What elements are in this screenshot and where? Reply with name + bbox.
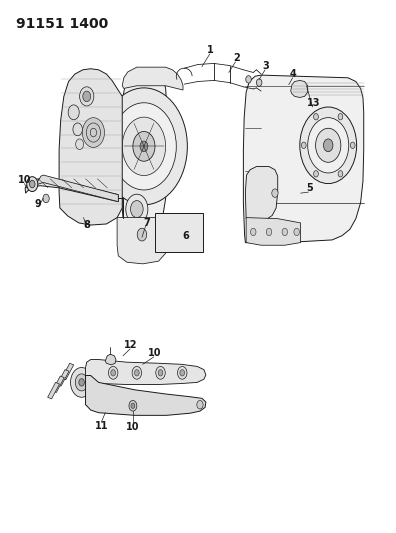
Polygon shape (57, 369, 69, 386)
Circle shape (197, 400, 203, 409)
Text: 10: 10 (126, 422, 140, 432)
FancyBboxPatch shape (155, 213, 203, 252)
Circle shape (83, 91, 91, 102)
Text: 4: 4 (290, 69, 297, 78)
Circle shape (68, 105, 79, 120)
Circle shape (338, 114, 343, 120)
Circle shape (256, 79, 262, 86)
Circle shape (294, 228, 299, 236)
Text: 12: 12 (124, 340, 138, 350)
Circle shape (27, 176, 38, 191)
Circle shape (43, 194, 49, 203)
Circle shape (133, 132, 155, 161)
Polygon shape (34, 175, 118, 201)
Text: 10: 10 (17, 175, 31, 185)
Text: 8: 8 (83, 220, 90, 230)
Text: 1: 1 (207, 45, 214, 54)
Circle shape (314, 114, 318, 120)
Circle shape (86, 123, 101, 142)
Text: 91151 1400: 91151 1400 (17, 17, 109, 30)
Text: 2: 2 (233, 53, 240, 62)
Circle shape (350, 142, 355, 149)
Text: 6: 6 (183, 231, 190, 241)
Circle shape (101, 88, 187, 205)
Ellipse shape (249, 180, 273, 206)
Text: 7: 7 (143, 218, 150, 228)
Circle shape (132, 367, 142, 379)
Circle shape (73, 123, 82, 136)
Polygon shape (59, 69, 122, 225)
Text: 13: 13 (307, 98, 320, 108)
Circle shape (131, 403, 135, 408)
Circle shape (80, 87, 94, 106)
Circle shape (301, 142, 306, 149)
Circle shape (29, 180, 35, 188)
Polygon shape (86, 360, 206, 384)
Ellipse shape (172, 401, 188, 408)
Polygon shape (122, 71, 166, 223)
Text: 9: 9 (35, 199, 42, 209)
Text: 5: 5 (306, 183, 313, 193)
Polygon shape (246, 217, 301, 245)
Circle shape (109, 367, 118, 379)
Polygon shape (25, 179, 118, 201)
Polygon shape (62, 364, 74, 379)
Polygon shape (246, 166, 278, 221)
Circle shape (140, 141, 148, 152)
Circle shape (282, 228, 287, 236)
Circle shape (266, 228, 272, 236)
Circle shape (90, 128, 97, 137)
Circle shape (131, 200, 143, 217)
Circle shape (156, 367, 165, 379)
Circle shape (300, 107, 357, 183)
Circle shape (338, 171, 343, 177)
Circle shape (158, 369, 163, 376)
Circle shape (129, 400, 137, 411)
Circle shape (122, 117, 166, 175)
Circle shape (111, 369, 116, 376)
Circle shape (79, 378, 84, 386)
Circle shape (177, 367, 187, 379)
Text: 3: 3 (263, 61, 269, 70)
Polygon shape (105, 354, 116, 365)
Circle shape (75, 374, 88, 391)
Polygon shape (244, 75, 364, 243)
Polygon shape (48, 382, 59, 399)
Polygon shape (122, 67, 183, 90)
Circle shape (246, 76, 251, 83)
Text: 11: 11 (95, 421, 108, 431)
Circle shape (112, 103, 176, 190)
Polygon shape (52, 376, 64, 392)
Circle shape (272, 189, 278, 197)
Circle shape (137, 228, 147, 241)
Circle shape (308, 118, 349, 173)
Circle shape (76, 139, 84, 150)
Circle shape (135, 369, 139, 376)
Polygon shape (291, 80, 308, 98)
Polygon shape (86, 375, 206, 415)
Circle shape (180, 369, 185, 376)
Circle shape (251, 228, 256, 236)
Circle shape (324, 139, 333, 152)
Circle shape (316, 128, 341, 163)
Text: 10: 10 (148, 348, 161, 358)
Circle shape (314, 171, 318, 177)
Circle shape (82, 118, 105, 148)
Circle shape (126, 194, 148, 224)
Polygon shape (117, 217, 166, 264)
Circle shape (70, 368, 93, 397)
